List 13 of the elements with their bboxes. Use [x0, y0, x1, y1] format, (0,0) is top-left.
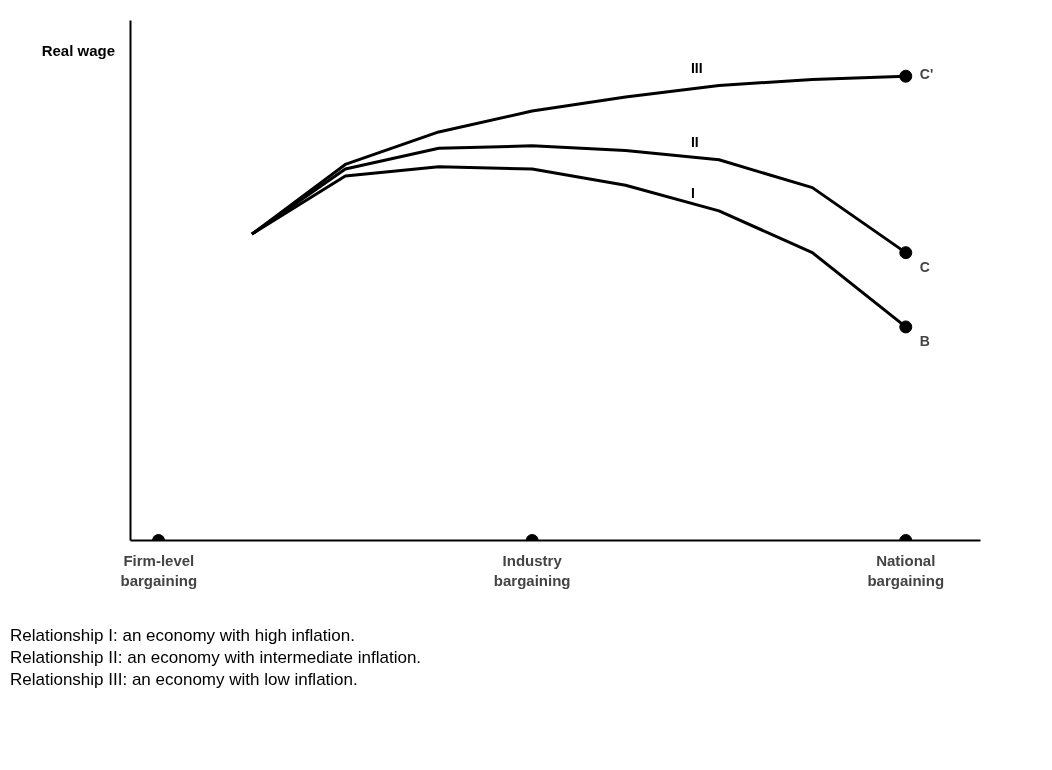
annotation: B: [919, 332, 930, 349]
annotation: C: [919, 258, 930, 275]
series-label: II: [690, 133, 699, 150]
text: Relationship III: an economy with low inflation.: [10, 670, 358, 690]
series-label: I: [690, 184, 695, 201]
annotation: C': [919, 66, 934, 83]
x-tick-label: National bargaining: [867, 551, 945, 589]
text: Relationship II: an economy with intermediate inflation.: [10, 648, 422, 668]
y-axis-title: Real wage: [41, 41, 115, 61]
text: Relationship I: an economy with high inflation.: [10, 626, 355, 645]
x-tick-label: Industry bargaining: [493, 551, 571, 589]
series-label: III: [690, 59, 703, 76]
x-tick-label: Firm-level bargaining: [120, 551, 198, 589]
